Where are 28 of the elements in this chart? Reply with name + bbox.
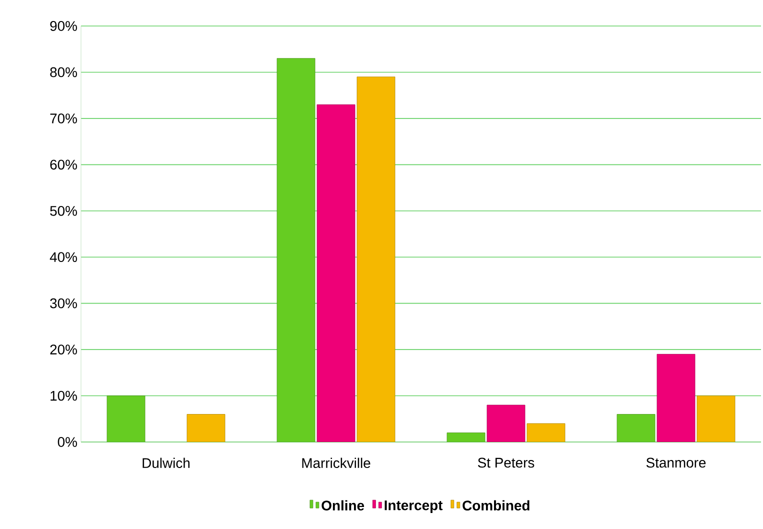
bar bbox=[656, 354, 696, 442]
x-tick-label: Dulwich bbox=[142, 458, 190, 468]
bar bbox=[186, 414, 226, 442]
bar bbox=[526, 423, 566, 442]
bar bbox=[447, 432, 486, 442]
x-tick-label: Stanmore bbox=[646, 458, 706, 468]
y-tick-label: 50% bbox=[50, 206, 77, 216]
y-tick-label: 10% bbox=[50, 390, 77, 401]
bar bbox=[276, 58, 316, 442]
legend-label: Online bbox=[322, 500, 364, 511]
legend-label: Combined bbox=[462, 500, 530, 511]
y-tick-label: 40% bbox=[50, 252, 77, 262]
bar bbox=[106, 396, 146, 442]
bar bbox=[316, 104, 356, 442]
y-tick-label: 30% bbox=[50, 298, 77, 308]
bar bbox=[356, 76, 396, 442]
y-tick-label: 80% bbox=[50, 67, 77, 78]
bar bbox=[616, 414, 656, 442]
y-tick-label: 60% bbox=[50, 160, 77, 170]
legend-label: Intercept bbox=[384, 500, 443, 514]
bar bbox=[486, 404, 526, 442]
x-tick-label: St Peters bbox=[478, 458, 534, 468]
y-tick-label: 0% bbox=[58, 437, 77, 447]
bar bbox=[696, 396, 736, 442]
x-tick-label: Marrickville bbox=[302, 458, 370, 468]
y-tick-label: 20% bbox=[50, 344, 77, 354]
y-tick-label: 90% bbox=[50, 21, 77, 31]
y-tick-label: 70% bbox=[50, 114, 77, 124]
